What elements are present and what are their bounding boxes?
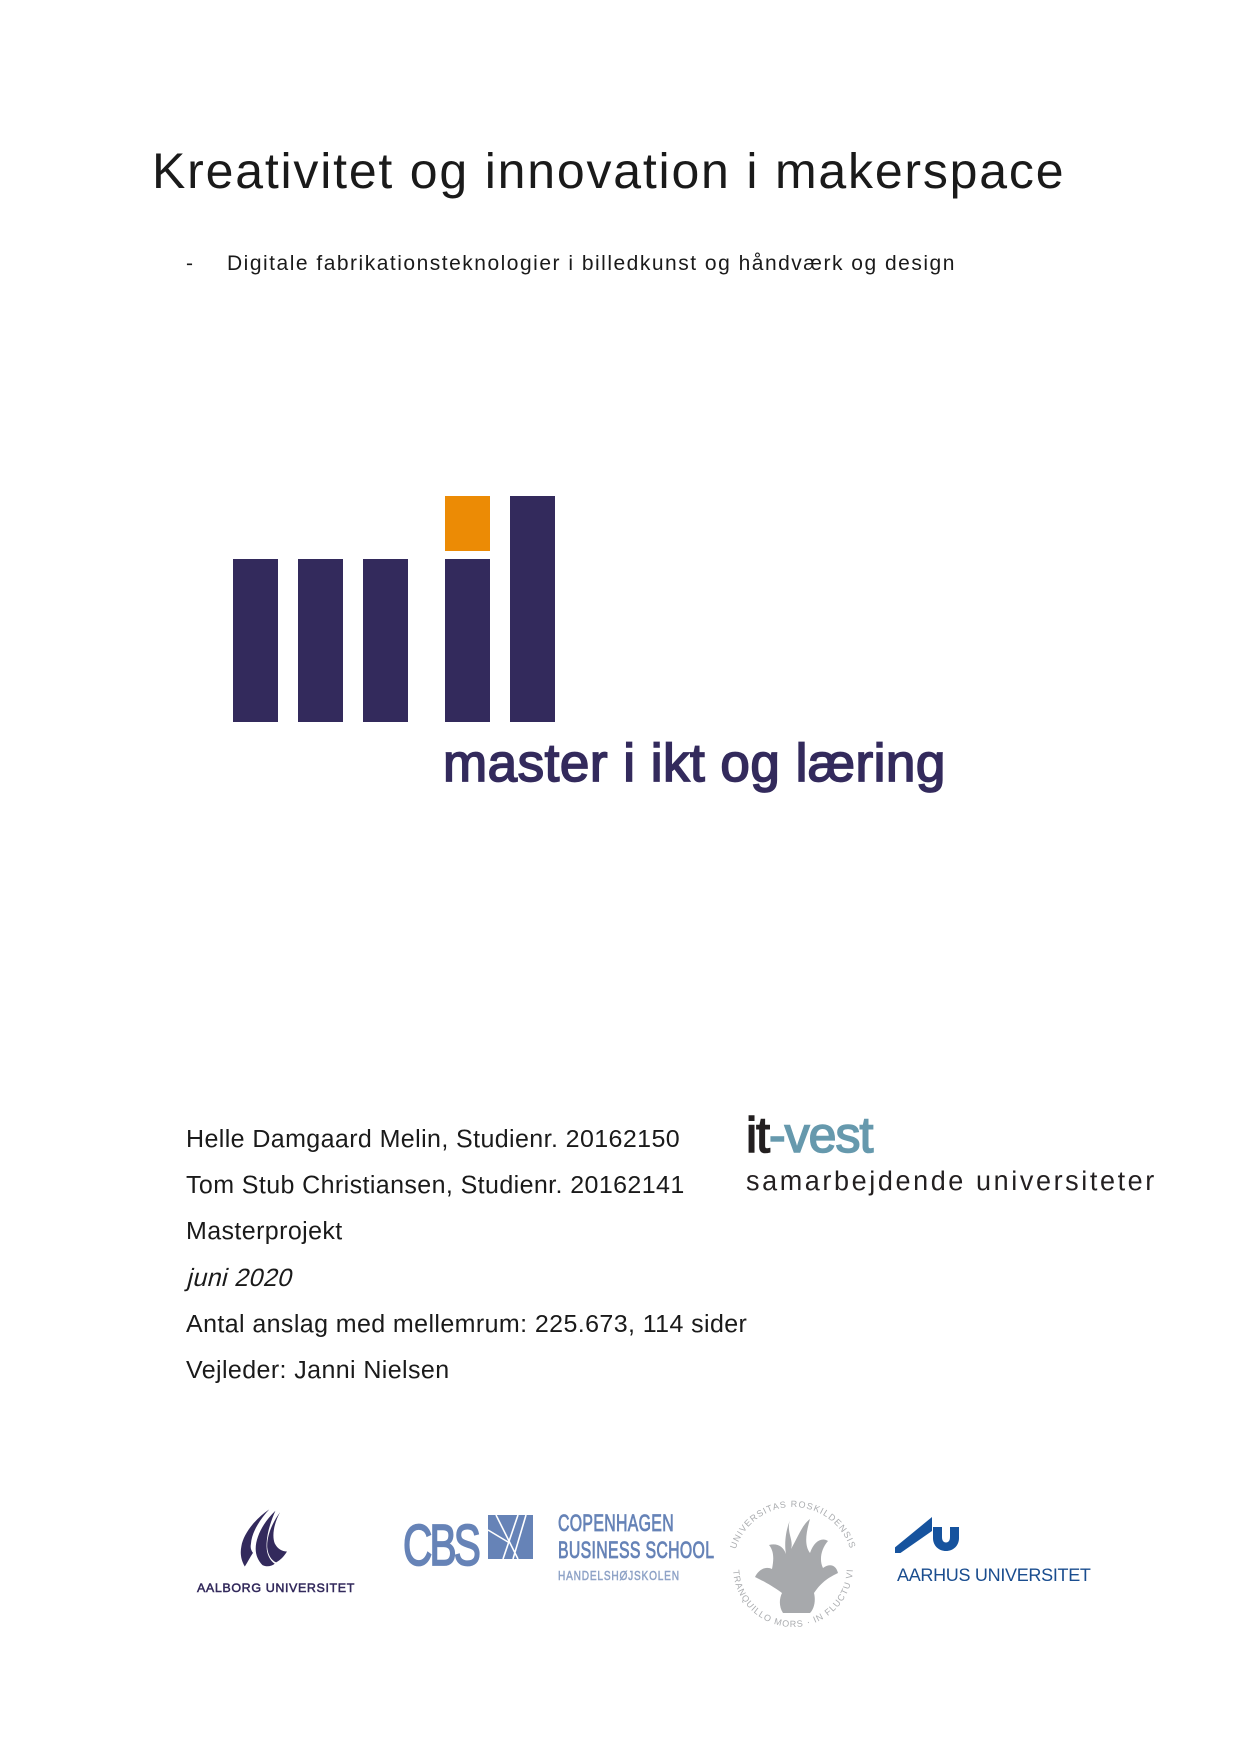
svg-text:UNIVERSITAS ROSKILDENSIS: UNIVERSITAS ROSKILDENSIS	[728, 1499, 858, 1550]
